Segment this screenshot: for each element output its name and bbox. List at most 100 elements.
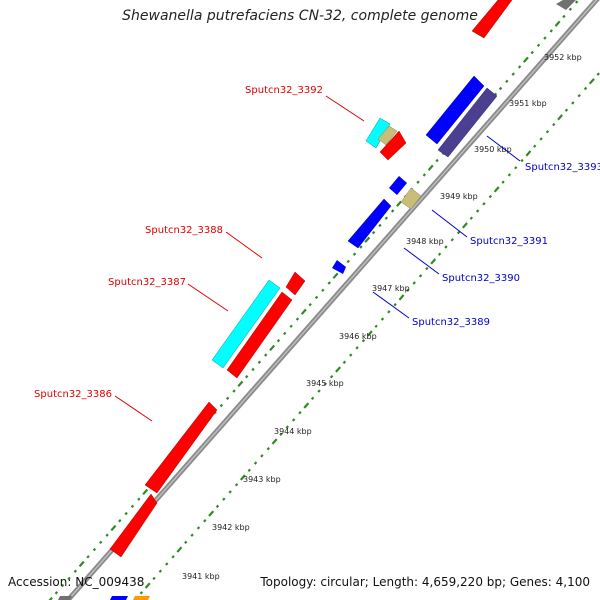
tick-mark: [596, 72, 600, 76]
tick-mark: [346, 259, 350, 264]
tick-mark: [562, 14, 566, 19]
gene-arrow-top-red[interactable]: [471, 0, 513, 39]
tick-mark: [184, 540, 188, 545]
tick-mark: [366, 330, 373, 337]
tick-mark: [393, 302, 397, 307]
tick-mark: [352, 252, 357, 256]
tick-mark: [557, 114, 564, 121]
tick-mark: [329, 374, 334, 379]
tick-mark: [196, 526, 201, 530]
tick-mark: [239, 474, 246, 481]
tick-mark: [332, 272, 339, 279]
tick-mark: [60, 583, 65, 588]
tick-label: 3947 kbp: [372, 284, 410, 293]
tick-mark: [291, 418, 296, 422]
gene-arrow-red-small[interactable]: [379, 130, 407, 161]
gene-label-3386[interactable]: Sputcn32_3386: [34, 389, 112, 400]
tick-mark: [171, 555, 175, 559]
tick-mark: [289, 324, 293, 328]
tick-label: 3946 kbp: [339, 332, 377, 341]
tick-mark: [564, 108, 569, 112]
tick-mark: [92, 547, 97, 552]
tick-mark: [422, 173, 427, 177]
tick-label: 3948 kbp: [406, 237, 444, 246]
gene-arrow-3391[interactable]: [389, 176, 407, 195]
tick-mark: [253, 461, 258, 465]
gene-label-3387[interactable]: Sputcn32_3387: [108, 277, 186, 288]
tick-label: 3943 kbp: [243, 475, 281, 484]
tick-mark: [543, 36, 547, 40]
tick-mark: [418, 274, 423, 278]
tick-mark: [349, 353, 353, 357]
tick-mark: [342, 360, 347, 364]
tick-mark: [232, 389, 236, 393]
tick-mark: [48, 596, 53, 600]
tick-mark: [530, 50, 534, 55]
tick-mark: [269, 344, 276, 352]
tick-mark: [317, 389, 321, 393]
tick-mark: [190, 533, 194, 537]
tick-mark: [225, 396, 230, 401]
tick-mark: [514, 166, 518, 170]
tick-mark: [118, 519, 122, 523]
gene-label-3390[interactable]: Sputcn32_3390: [442, 273, 520, 284]
tick-mark: [355, 346, 359, 350]
tick-mark: [574, 0, 579, 4]
gene-box-top-gray[interactable]: [556, 0, 576, 10]
tick-mark: [456, 230, 461, 235]
gene-arrow-3387[interactable]: [226, 291, 293, 379]
tick-mark: [266, 446, 270, 451]
tick-mark: [571, 101, 575, 105]
gene-box-bottom-orange[interactable]: [133, 596, 150, 600]
gene-label-3391[interactable]: Sputcn32_3391: [470, 236, 548, 247]
tick-label: 3945 kbp: [306, 379, 344, 388]
tick-mark: [110, 524, 117, 532]
gene-box-cyan-small[interactable]: [365, 117, 391, 149]
tick-mark: [552, 122, 556, 127]
tick-mark: [430, 258, 437, 265]
gene-arrow-3392[interactable]: [425, 75, 485, 145]
tick-mark: [374, 324, 378, 328]
tick-mark: [520, 158, 524, 163]
tick-mark: [507, 173, 512, 177]
tick-mark: [435, 158, 439, 163]
tick-label-group: 3941 kbp 3942 kbp 3943 kbp 3944 kbp 3945…: [182, 53, 582, 581]
tick-mark: [283, 331, 287, 336]
tick-mark: [482, 202, 486, 206]
tick-mark: [228, 490, 232, 494]
tick-mark: [99, 540, 103, 545]
tick-mark: [416, 180, 420, 184]
tick-mark: [260, 454, 264, 458]
gene-arrow-3389[interactable]: [332, 260, 346, 274]
tick-mark: [390, 209, 395, 213]
gene-label-3389[interactable]: Sputcn32_3389: [412, 317, 490, 328]
gene-label-3392[interactable]: Sputcn32_3392: [245, 85, 323, 96]
leader-line-3391: [431, 209, 468, 238]
tick-mark: [54, 591, 59, 595]
tick-mark: [554, 20, 561, 27]
tick-mark: [137, 497, 141, 501]
tick-mark: [321, 288, 325, 292]
gene-box-bottom-gray[interactable]: [58, 596, 72, 600]
gene-arrow-3386a[interactable]: [144, 401, 218, 494]
gene-arrow-red-3387-head[interactable]: [285, 271, 306, 296]
tick-mark: [461, 222, 468, 229]
tick-mark: [158, 569, 163, 573]
gene-label-3393[interactable]: Sputcn32_3393: [525, 162, 600, 173]
tick-mark: [378, 223, 382, 228]
tick-mark: [444, 245, 448, 249]
gene-label-3388[interactable]: Sputcn32_3388: [145, 225, 223, 236]
tick-mark: [105, 533, 109, 537]
gene-box-cyan-3388[interactable]: [211, 279, 281, 369]
tick-mark: [234, 483, 239, 487]
tick-mark: [501, 180, 505, 184]
tick-mark: [130, 504, 135, 509]
gene-arrow-3386b[interactable]: [109, 493, 158, 558]
tick-mark: [533, 144, 537, 148]
tick-mark: [219, 403, 224, 408]
gene-arrow-3390[interactable]: [347, 198, 392, 249]
gene-box-bottom-blue[interactable]: [110, 596, 128, 600]
gene-arrow-3393[interactable]: [437, 87, 498, 158]
gene-box-khaki-3391[interactable]: [400, 187, 422, 210]
leader-line-3392: [325, 95, 365, 122]
